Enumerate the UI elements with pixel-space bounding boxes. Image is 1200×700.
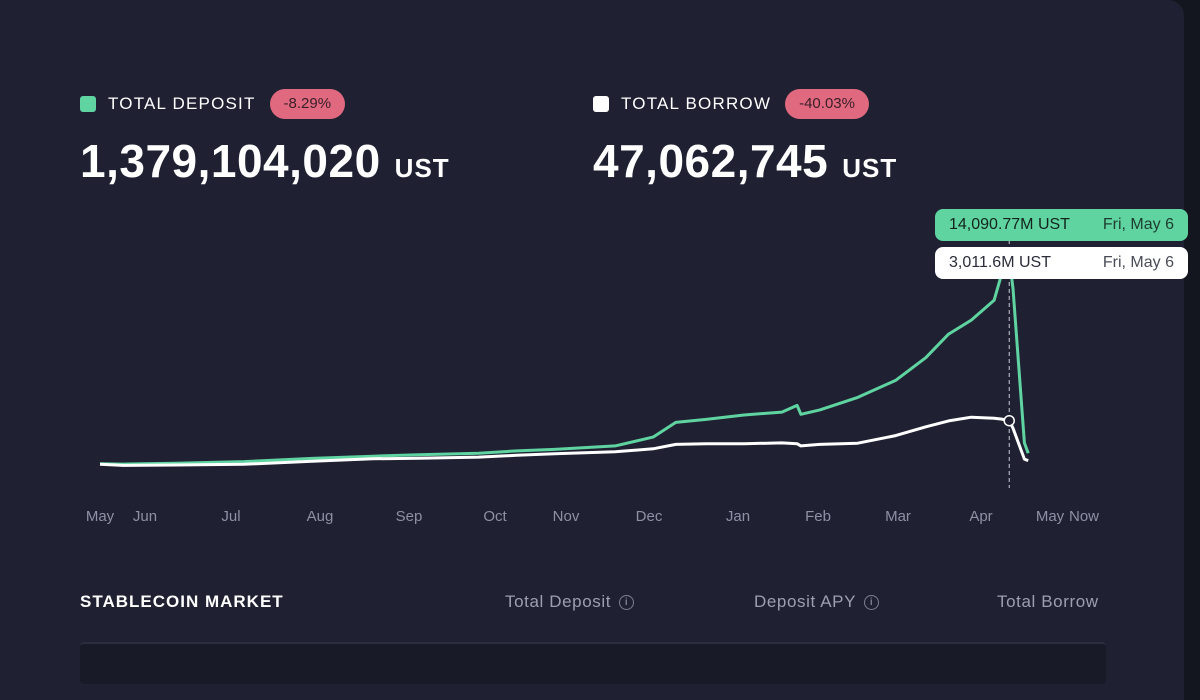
x-axis-tick-label: May	[1036, 508, 1065, 525]
info-icon[interactable]: i	[864, 594, 880, 610]
total-borrow-stat: TOTAL BORROW -40.03% 47,062,745 UST	[593, 88, 897, 188]
deposit-tooltip: 14,090.77M UST Fri, May 6	[935, 209, 1188, 241]
x-axis-tick-label: Jan	[726, 508, 750, 525]
market-table	[80, 642, 1106, 684]
x-axis-tick-label: Apr	[969, 508, 992, 525]
deposit-tooltip-date: Fri, May 6	[1102, 216, 1174, 233]
deposit-legend-swatch	[80, 96, 96, 112]
borrow-change-badge: -40.03%	[785, 89, 869, 119]
total-deposit-value: 1,379,104,020	[80, 135, 381, 187]
total-borrow-column-header[interactable]: Total Borrow	[997, 592, 1107, 612]
info-icon[interactable]: i	[619, 594, 635, 610]
deposit-change-badge: -8.29%	[269, 89, 346, 119]
x-axis-tick-label: Jun	[133, 508, 157, 525]
x-axis-tick-label: Jul	[221, 508, 240, 525]
borrow-tooltip-date: Fri, May 6	[1102, 254, 1174, 271]
borrow-legend-swatch	[593, 96, 609, 112]
total-deposit-unit: UST	[394, 153, 450, 183]
borrow-tooltip: 3,011.6M UST Fri, May 6	[935, 247, 1188, 279]
total-borrow-column-label: Total Borrow	[997, 592, 1099, 611]
x-axis-tick-label: Sep	[396, 508, 423, 525]
total-borrow-value: 47,062,745	[593, 135, 829, 187]
deposit-borrow-chart[interactable]: May Jun Jul Aug Sep Oct Nov Dec Jan Feb Mar Apr May N…	[0, 0, 1200, 540]
deposit-apy-column-header[interactable]: Deposit APY i	[754, 592, 880, 612]
total-deposit-column-header[interactable]: Total Deposit i	[505, 592, 635, 612]
total-borrow-label: TOTAL BORROW	[621, 94, 772, 113]
borrow-tooltip-value: 3,011.6M UST	[949, 254, 1051, 271]
x-axis-tick-label: Dec	[636, 508, 663, 525]
total-deposit-stat: TOTAL DEPOSIT -8.29% 1,379,104,020 UST	[80, 88, 450, 188]
total-borrow-unit: UST	[842, 153, 898, 183]
stablecoin-market-title: STABLECOIN MARKET	[80, 592, 284, 611]
deposit-tooltip-value: 14,090.77M UST	[949, 216, 1070, 233]
deposit-apy-column-label: Deposit APY	[754, 592, 857, 611]
x-axis-tick-label: Aug	[307, 508, 334, 525]
total-deposit-line	[99, 256, 1030, 466]
borrow-hover-point	[1003, 414, 1015, 427]
stablecoin-market-header: STABLECOIN MARKET Total Deposit i Deposi…	[80, 590, 1106, 612]
x-axis-tick-label: May	[86, 508, 115, 525]
total-deposit-label: TOTAL DEPOSIT	[108, 94, 256, 113]
x-axis-tick-label: Now	[1069, 508, 1099, 525]
x-axis-tick-label: Nov	[553, 508, 580, 525]
x-axis-tick-label: Feb	[805, 508, 831, 525]
x-axis-tick-label: Oct	[483, 508, 507, 525]
x-axis-tick-label: Mar	[885, 508, 911, 525]
total-deposit-column-label: Total Deposit	[505, 592, 612, 611]
total-borrow-line	[99, 415, 1029, 467]
